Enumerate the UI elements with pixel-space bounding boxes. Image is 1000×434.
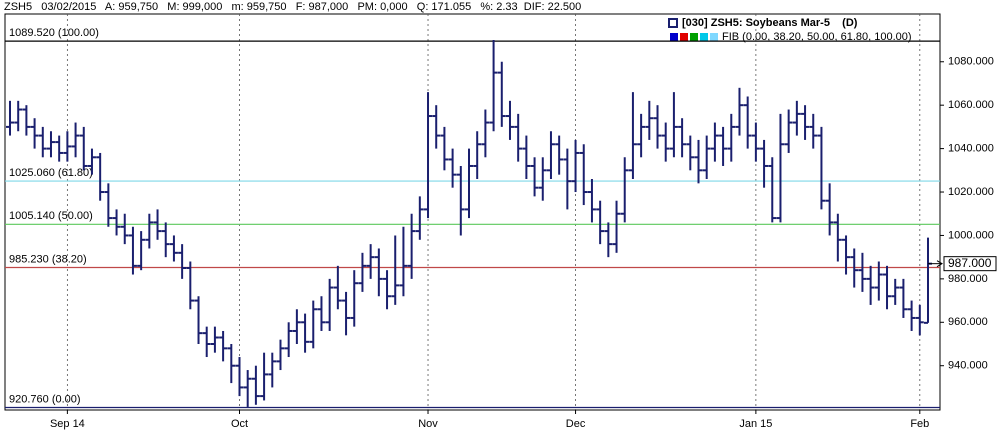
y-tick-label: 1040.000 (948, 143, 994, 155)
fib-label: 1005.140 (50.00) (9, 210, 93, 222)
x-tick-label: Feb (910, 418, 929, 430)
header: ZSH5 03/02/2015 A: 959,750 M: 999,000 m:… (4, 1, 581, 13)
x-tick-label: Jan 15 (739, 418, 772, 430)
fib-label: 985.230 (38.20) (9, 253, 87, 265)
x-tick-label: Sep 14 (50, 418, 85, 430)
y-tick-label: 1000.000 (948, 229, 994, 241)
legend-icon (668, 18, 678, 28)
y-tick-label: 1020.000 (948, 186, 994, 198)
last-price-label: 987.000 (948, 256, 992, 270)
y-tick-label: 1060.000 (948, 99, 994, 111)
plot-frame (4, 13, 941, 411)
y-tick-label: 960.000 (948, 316, 988, 328)
last-price-arrowhead (936, 260, 943, 268)
x-tick-label: Nov (418, 418, 438, 430)
y-tick-label: 980.000 (948, 273, 988, 285)
legend-title: [030] ZSH5: Soybeans Mar-5 (D) (682, 17, 858, 29)
legend-swatch (710, 33, 718, 41)
legend-box (664, 16, 938, 44)
x-tick-label: Oct (231, 418, 248, 430)
legend-swatch (690, 33, 698, 41)
fib-label: 1025.060 (61.80) (9, 167, 93, 179)
x-tick-label: Dec (566, 418, 586, 430)
fib-label: 1089.520 (100.00) (9, 27, 99, 39)
y-tick-label: 940.000 (948, 360, 988, 372)
legend-swatch (670, 33, 678, 41)
last-price-box (943, 256, 997, 272)
fib-label: 920.760 (0.00) (9, 393, 81, 405)
legend-fib: FIB (0.00, 38.20, 50.00, 61.80, 100.00) (722, 31, 912, 43)
legend-swatch (700, 33, 708, 41)
legend-swatch (680, 33, 688, 41)
y-tick-label: 1080.000 (948, 56, 994, 68)
